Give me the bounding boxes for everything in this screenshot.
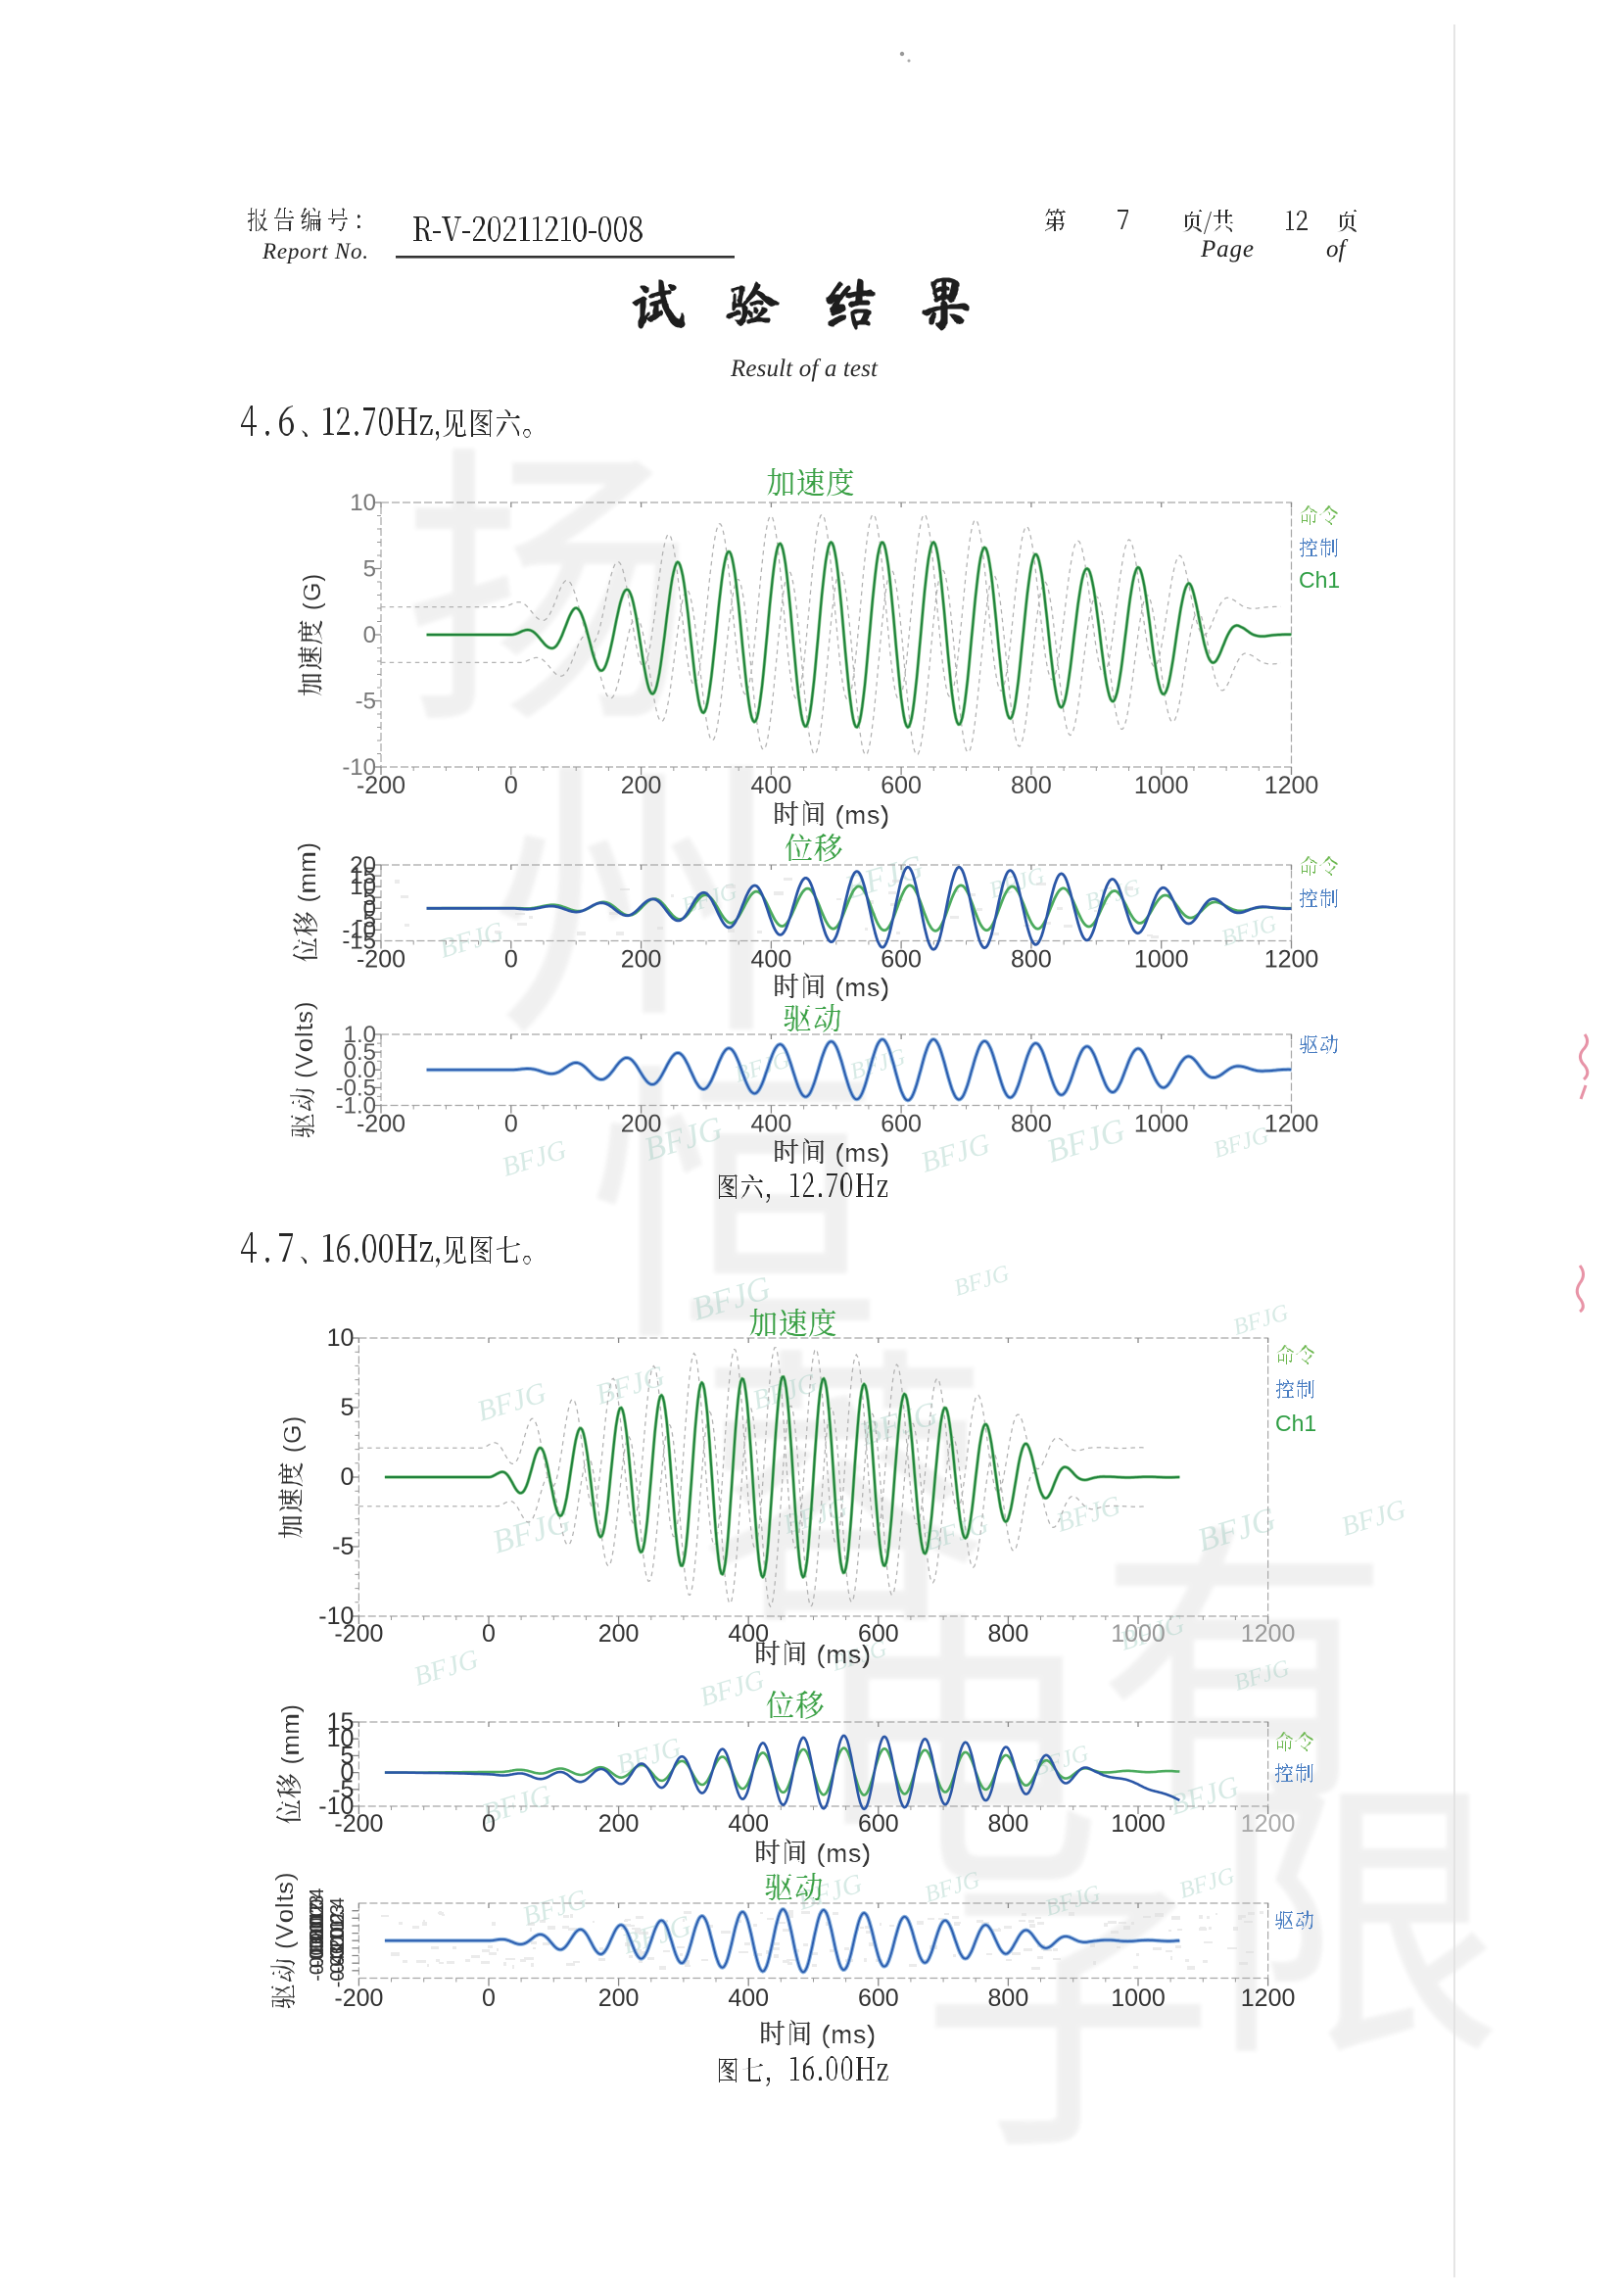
svg-text:Report No.: Report No. [262,239,368,263]
svg-text:1000: 1000 [1111,1620,1166,1648]
svg-text:-5: -5 [356,689,376,715]
svg-text:800: 800 [988,1985,1029,2012]
svg-text:1200: 1200 [1241,1810,1296,1838]
svg-text:-200: -200 [334,1985,383,2012]
svg-text:400: 400 [751,1111,792,1138]
svg-text:-5: -5 [332,1776,354,1803]
svg-text:Ch1: Ch1 [1275,1411,1316,1436]
svg-text:-0.03: -0.03 [307,1937,328,1982]
svg-text:1200: 1200 [1264,946,1319,974]
svg-text:-5: -5 [332,1533,354,1560]
svg-text:600: 600 [881,946,922,974]
svg-text:800: 800 [988,1810,1029,1838]
svg-text:0.2: 0.2 [327,1912,349,1939]
svg-text:400: 400 [751,772,792,799]
svg-text:600: 600 [858,1620,899,1648]
svg-text:400: 400 [728,1985,769,2012]
svg-text:0: 0 [504,1111,518,1138]
svg-text:Result of a test: Result of a test [730,356,879,382]
svg-text:0.03: 0.03 [307,1895,328,1934]
svg-text:1000: 1000 [1134,946,1189,974]
svg-text:10: 10 [327,1725,355,1752]
svg-text:-10: -10 [342,754,376,781]
svg-text:1000: 1000 [1111,1810,1166,1838]
svg-text:of: of [1326,236,1349,263]
svg-text:-200: -200 [357,946,405,974]
svg-text:5: 5 [340,1394,354,1421]
svg-text:15: 15 [350,863,376,889]
svg-text:-10: -10 [318,1793,354,1820]
svg-text:400: 400 [728,1810,769,1838]
svg-text:1.0: 1.0 [344,1022,376,1048]
svg-text:5: 5 [340,1742,354,1769]
svg-text:0.00: 0.00 [307,1918,328,1956]
svg-text:0.5: 0.5 [344,1039,376,1066]
svg-text:-5: -5 [356,906,376,933]
svg-text:20: 20 [350,852,376,879]
svg-text:0: 0 [363,622,376,648]
svg-text:-200: -200 [334,1810,383,1838]
svg-text:0: 0 [482,1620,496,1648]
svg-text:1200: 1200 [1241,1985,1296,2012]
svg-text:600: 600 [881,772,922,799]
svg-text:1200: 1200 [1264,1111,1319,1138]
svg-text:0.02: 0.02 [307,1903,328,1941]
svg-text:800: 800 [1011,772,1052,799]
svg-text:0.0: 0.0 [327,1927,349,1954]
svg-text:5: 5 [363,556,376,583]
svg-text:1000: 1000 [1134,1111,1189,1138]
svg-text:0.4: 0.4 [327,1897,349,1925]
svg-text:-10: -10 [342,917,376,943]
svg-text:200: 200 [598,1810,640,1838]
svg-text:1200: 1200 [1241,1620,1296,1648]
svg-text:-200: -200 [334,1620,383,1648]
svg-text:-0.5: -0.5 [336,1075,376,1101]
svg-text:-0.1: -0.1 [327,1932,349,1965]
svg-text:5: 5 [363,885,376,911]
svg-text:800: 800 [1011,1111,1052,1138]
svg-text:800: 800 [1011,946,1052,974]
svg-text:0: 0 [504,772,518,799]
svg-text:200: 200 [621,946,662,974]
svg-text:0: 0 [482,1985,496,2012]
svg-text:10: 10 [350,874,376,900]
svg-text:0: 0 [340,1463,354,1491]
svg-text:1000: 1000 [1134,772,1189,799]
svg-text:800: 800 [988,1620,1029,1648]
svg-text:-200: -200 [357,772,405,799]
svg-text:-0.02: -0.02 [307,1930,328,1975]
svg-text:0.0: 0.0 [344,1057,376,1083]
svg-text:0.04: 0.04 [307,1889,328,1927]
svg-text:10: 10 [327,1324,355,1352]
svg-text:0.01: 0.01 [307,1911,328,1949]
svg-text:0.3: 0.3 [327,1904,349,1932]
svg-text:-15: -15 [342,929,376,955]
svg-text:-0.3: -0.3 [327,1946,349,1980]
svg-text:15: 15 [327,1708,355,1736]
svg-text:-0.2: -0.2 [327,1939,349,1973]
svg-text:0: 0 [363,895,376,922]
svg-text:0: 0 [482,1810,496,1838]
svg-text:200: 200 [598,1985,640,2012]
svg-text:-0.4: -0.4 [327,1954,349,1987]
svg-text:600: 600 [858,1985,899,2012]
svg-text:-0.01: -0.01 [307,1922,328,1967]
svg-text:0.1: 0.1 [327,1920,349,1947]
svg-text:0: 0 [504,946,518,974]
svg-text:1000: 1000 [1111,1985,1166,2012]
svg-text:200: 200 [621,772,662,799]
svg-text:-10: -10 [318,1602,354,1630]
svg-text:Page: Page [1200,236,1254,263]
svg-text:600: 600 [858,1810,899,1838]
svg-text:400: 400 [751,946,792,974]
svg-text:600: 600 [881,1111,922,1138]
svg-text:200: 200 [621,1111,662,1138]
svg-text:10: 10 [350,490,376,516]
svg-text:-200: -200 [357,1111,405,1138]
svg-text:-1.0: -1.0 [336,1093,376,1120]
svg-text:200: 200 [598,1620,640,1648]
svg-text:1200: 1200 [1264,772,1319,799]
svg-text:0: 0 [340,1759,354,1787]
svg-text:Ch1: Ch1 [1299,567,1340,593]
